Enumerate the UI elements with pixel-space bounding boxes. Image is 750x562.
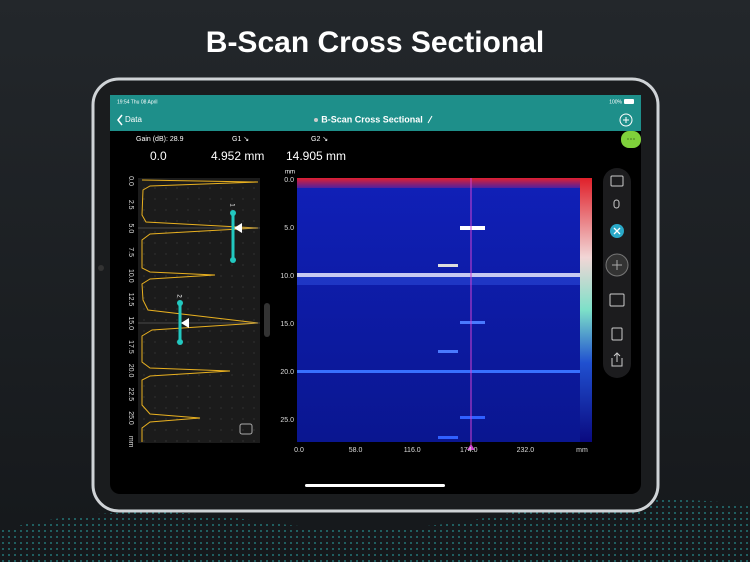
title-dot xyxy=(314,118,318,122)
split-tool[interactable] xyxy=(609,293,625,307)
a-scan-tick-label: 12.5 xyxy=(127,293,134,307)
a-scan: 1 2 xyxy=(138,178,260,443)
x-tick-label: 174.0 xyxy=(460,447,478,454)
edit-icon[interactable] xyxy=(427,115,433,124)
x-tick-label: 232.0 xyxy=(517,447,535,454)
x-tick-label: 0.0 xyxy=(294,447,304,454)
y-tick-label: 20.0 xyxy=(280,369,294,376)
wave-decoration xyxy=(0,499,750,562)
gate-1-handle[interactable] xyxy=(230,257,236,263)
add-tool-icon xyxy=(612,260,622,270)
a-scan-tick-label: 0.0 xyxy=(127,176,134,186)
gate-2-handle[interactable] xyxy=(177,300,183,306)
text-tool[interactable] xyxy=(610,175,624,187)
headline: B-Scan Cross Sectional xyxy=(206,26,544,59)
back-button[interactable]: Data xyxy=(125,115,142,124)
b-scan-echo xyxy=(297,370,580,373)
gate-1-handle[interactable] xyxy=(230,210,236,216)
a-scan-tool[interactable] xyxy=(239,423,253,435)
b-scan-echo xyxy=(438,350,458,353)
gate-1-marker xyxy=(234,223,242,233)
back-icon[interactable] xyxy=(117,114,123,126)
y-tick-label: 10.0 xyxy=(280,273,294,280)
home-indicator xyxy=(305,484,445,487)
x-tick-label: mm xyxy=(576,447,588,454)
splitter-handle[interactable] xyxy=(264,303,270,337)
add-button[interactable] xyxy=(619,113,633,127)
b-scan: mm xyxy=(285,170,592,450)
gain-label: Gain (dB): 28.9 xyxy=(136,136,184,143)
b-scan-echo xyxy=(297,277,580,285)
more-button[interactable] xyxy=(621,131,641,148)
a-scan-tick-label: 7.5 xyxy=(127,247,134,257)
camera xyxy=(98,265,104,271)
b-scan-echo xyxy=(438,436,458,439)
b-scan-echo xyxy=(297,273,580,277)
gate-1-label: 1 xyxy=(228,203,234,207)
gate-2-marker xyxy=(181,318,189,328)
value-0: 0.0 xyxy=(150,149,167,163)
a-scan-tick-label: 25.0 xyxy=(127,411,134,425)
g1-label: G1 ↘ xyxy=(232,136,249,143)
share-tool[interactable] xyxy=(611,352,623,367)
add-icon xyxy=(623,117,629,123)
color-bar xyxy=(580,178,592,442)
y-tick-label: 25.0 xyxy=(280,417,294,424)
b-scan-defect xyxy=(460,226,485,230)
mic-tool[interactable] xyxy=(613,199,620,209)
b-scan-image xyxy=(297,178,580,442)
a-scan-tick-label: 10.0 xyxy=(127,269,134,283)
value-g1: 4.952 mm xyxy=(211,149,264,163)
value-g2: 14.905 mm xyxy=(286,149,346,163)
a-scan-tick-label: 17.5 xyxy=(127,340,134,354)
nav-bar xyxy=(110,95,641,131)
gate-2-handle[interactable] xyxy=(177,339,183,345)
close-icon xyxy=(613,227,621,235)
status-time: 19:54 Thu 08 April xyxy=(117,99,158,105)
status-battery: 100% xyxy=(609,99,622,105)
a-scan-tick-label: mm xyxy=(127,436,134,448)
x-tick-label: 58.0 xyxy=(349,447,363,454)
a-scan-tick-label: 2.5 xyxy=(127,200,134,210)
delete-tool[interactable] xyxy=(611,327,623,341)
y-tick-label: 5.0 xyxy=(284,225,294,232)
nav-title: B-Scan Cross Sectional xyxy=(321,114,423,124)
y-unit: mm xyxy=(285,170,295,176)
a-scan-tick-label: 15.0 xyxy=(127,316,134,330)
b-scan-defect xyxy=(438,264,458,267)
b-scan-surface xyxy=(297,178,580,188)
battery-icon xyxy=(624,99,634,104)
y-tick-label: 0.0 xyxy=(284,177,294,184)
b-scan-echo xyxy=(460,416,485,419)
cursor-handle[interactable] xyxy=(467,444,475,450)
y-tick-label: 15.0 xyxy=(280,321,294,328)
more-icon: ··· xyxy=(627,133,636,143)
a-scan-waveform xyxy=(141,179,259,442)
a-scan-tick-label: 22.5 xyxy=(127,387,134,401)
gate-2-label: 2 xyxy=(175,294,181,298)
b-scan-echo xyxy=(460,321,485,324)
g2-label: G2 ↘ xyxy=(311,136,328,143)
x-tick-label: 116.0 xyxy=(404,447,421,454)
a-scan-tick-label: 20.0 xyxy=(127,364,134,378)
a-scan-tick-label: 5.0 xyxy=(127,224,134,234)
